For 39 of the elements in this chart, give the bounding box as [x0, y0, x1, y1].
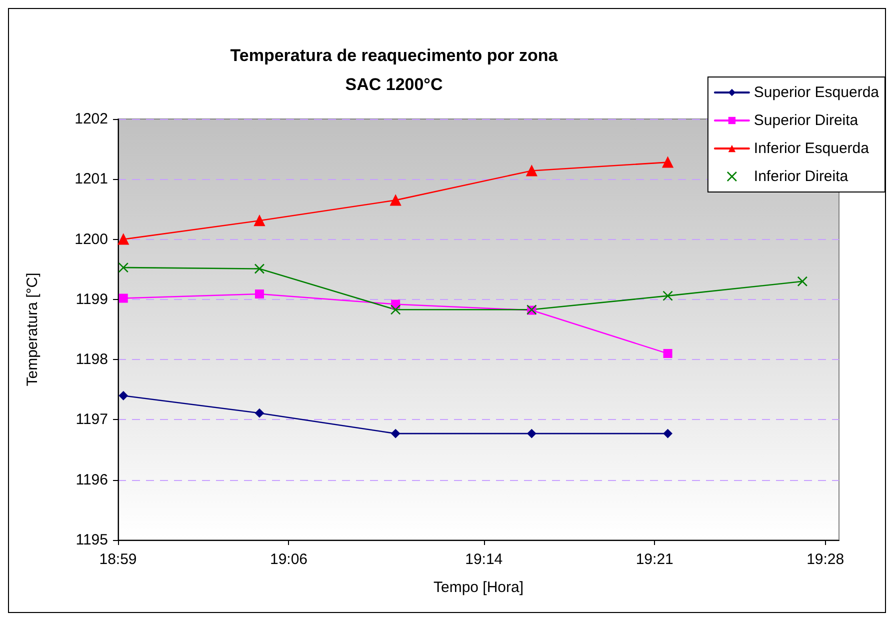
x-axis-title: Tempo [Hora]	[433, 579, 524, 596]
y-tick-label: 1201	[74, 170, 108, 188]
y-tick-label: 1195	[76, 532, 108, 548]
y-axis-title: Temperatura [°C]	[24, 272, 41, 386]
y-tick-label: 1196	[76, 471, 108, 488]
legend-label: Inferior Direita	[754, 168, 849, 185]
point	[391, 429, 400, 438]
point	[118, 391, 128, 400]
x-tick-label: 18:59	[99, 551, 137, 568]
y-tick-label: 1202	[74, 110, 108, 128]
point	[527, 429, 536, 438]
x-tick-label: 19:06	[270, 551, 308, 568]
chart-title: Temperatura de reaquecimento por zona	[230, 46, 558, 65]
y-tick-label: 1200	[74, 230, 108, 248]
point	[254, 215, 265, 226]
point	[118, 262, 129, 273]
point	[118, 294, 128, 303]
y-tick-label: 1199	[76, 290, 108, 308]
x-tick-label: 19:21	[636, 551, 674, 568]
point	[797, 276, 808, 287]
legend-label: Superior Esquerda	[754, 84, 880, 101]
x-tick-label: 19:28	[806, 551, 844, 568]
point	[662, 290, 673, 301]
point	[254, 264, 265, 274]
point	[118, 234, 129, 245]
x-tick-label: 19:14	[465, 551, 503, 568]
legend-label: Inferior Esquerda	[754, 140, 870, 157]
legend-label: Superior Direita	[754, 112, 859, 129]
point	[390, 304, 401, 315]
y-tick-label: 1197	[76, 411, 108, 428]
y-tick-label: 1198	[76, 351, 108, 368]
point	[254, 408, 264, 418]
point	[254, 290, 264, 299]
chart-subtitle: SAC 1200°C	[345, 75, 443, 94]
point	[663, 349, 672, 358]
point	[663, 429, 672, 438]
point	[526, 165, 538, 176]
point	[662, 156, 674, 168]
point	[390, 194, 402, 206]
